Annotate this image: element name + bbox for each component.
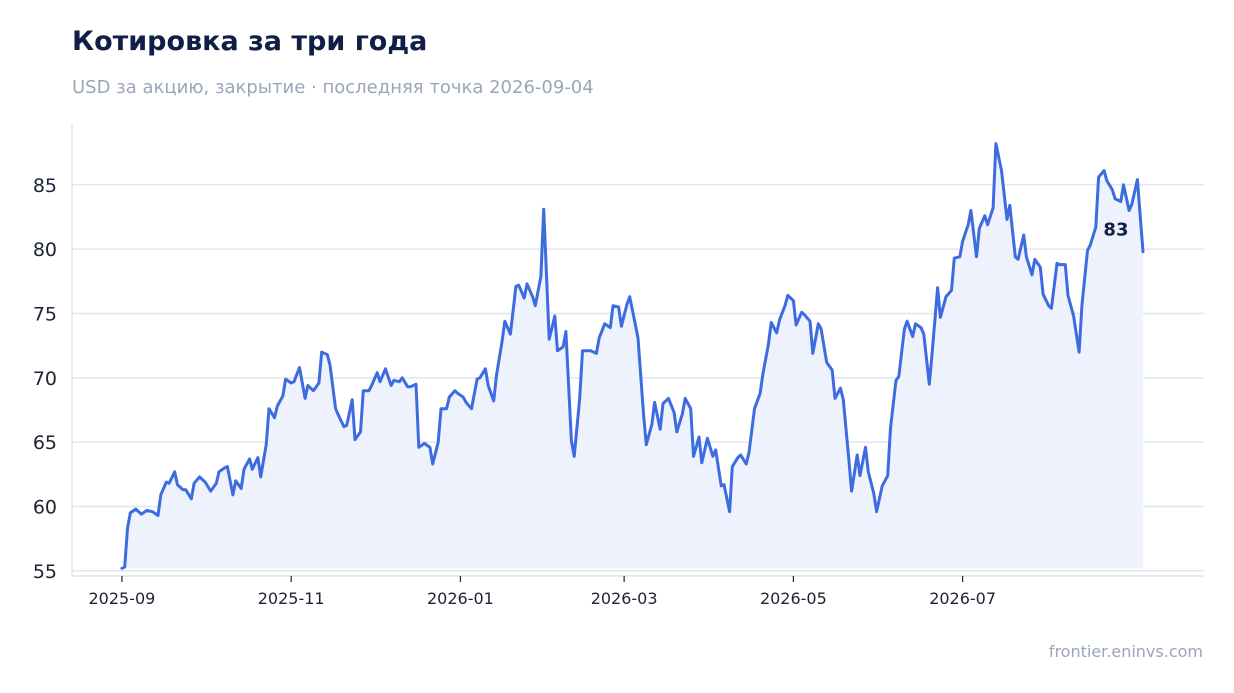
chart-axes	[71, 123, 1204, 582]
x-tick-label: 2025-11	[258, 589, 325, 608]
y-tick-label: 60	[33, 497, 57, 519]
y-tick-label: 65	[33, 432, 57, 454]
x-tick-label: 2026-07	[929, 589, 996, 608]
y-tick-label: 80	[33, 239, 57, 261]
x-tick-label: 2026-01	[427, 589, 494, 608]
x-tick-labels: 2025-09 2025-11 2026-01 2026-03 2026-05 2026-…	[89, 589, 997, 608]
y-tick-label: 85	[33, 175, 57, 197]
chart-title: Котировка за три года	[72, 26, 428, 57]
x-tick-label: 2026-05	[760, 589, 827, 608]
x-tick-label: 2026-03	[591, 589, 658, 608]
x-tick-label: 2025-09	[89, 589, 156, 608]
y-tick-labels: 55 60 65 70 75 80 85	[33, 175, 57, 583]
price-area	[121, 143, 1143, 569]
y-tick-label: 70	[33, 368, 57, 390]
chart-subtitle: USD за акцию, закрытие · последняя точка…	[72, 77, 594, 98]
source-link[interactable]: frontier.eninvs.com	[1048, 642, 1203, 661]
price-line	[120, 142, 1145, 570]
y-tick-label: 55	[33, 561, 57, 583]
last-value-label: 83	[1103, 220, 1128, 241]
y-tick-label: 75	[33, 303, 57, 325]
